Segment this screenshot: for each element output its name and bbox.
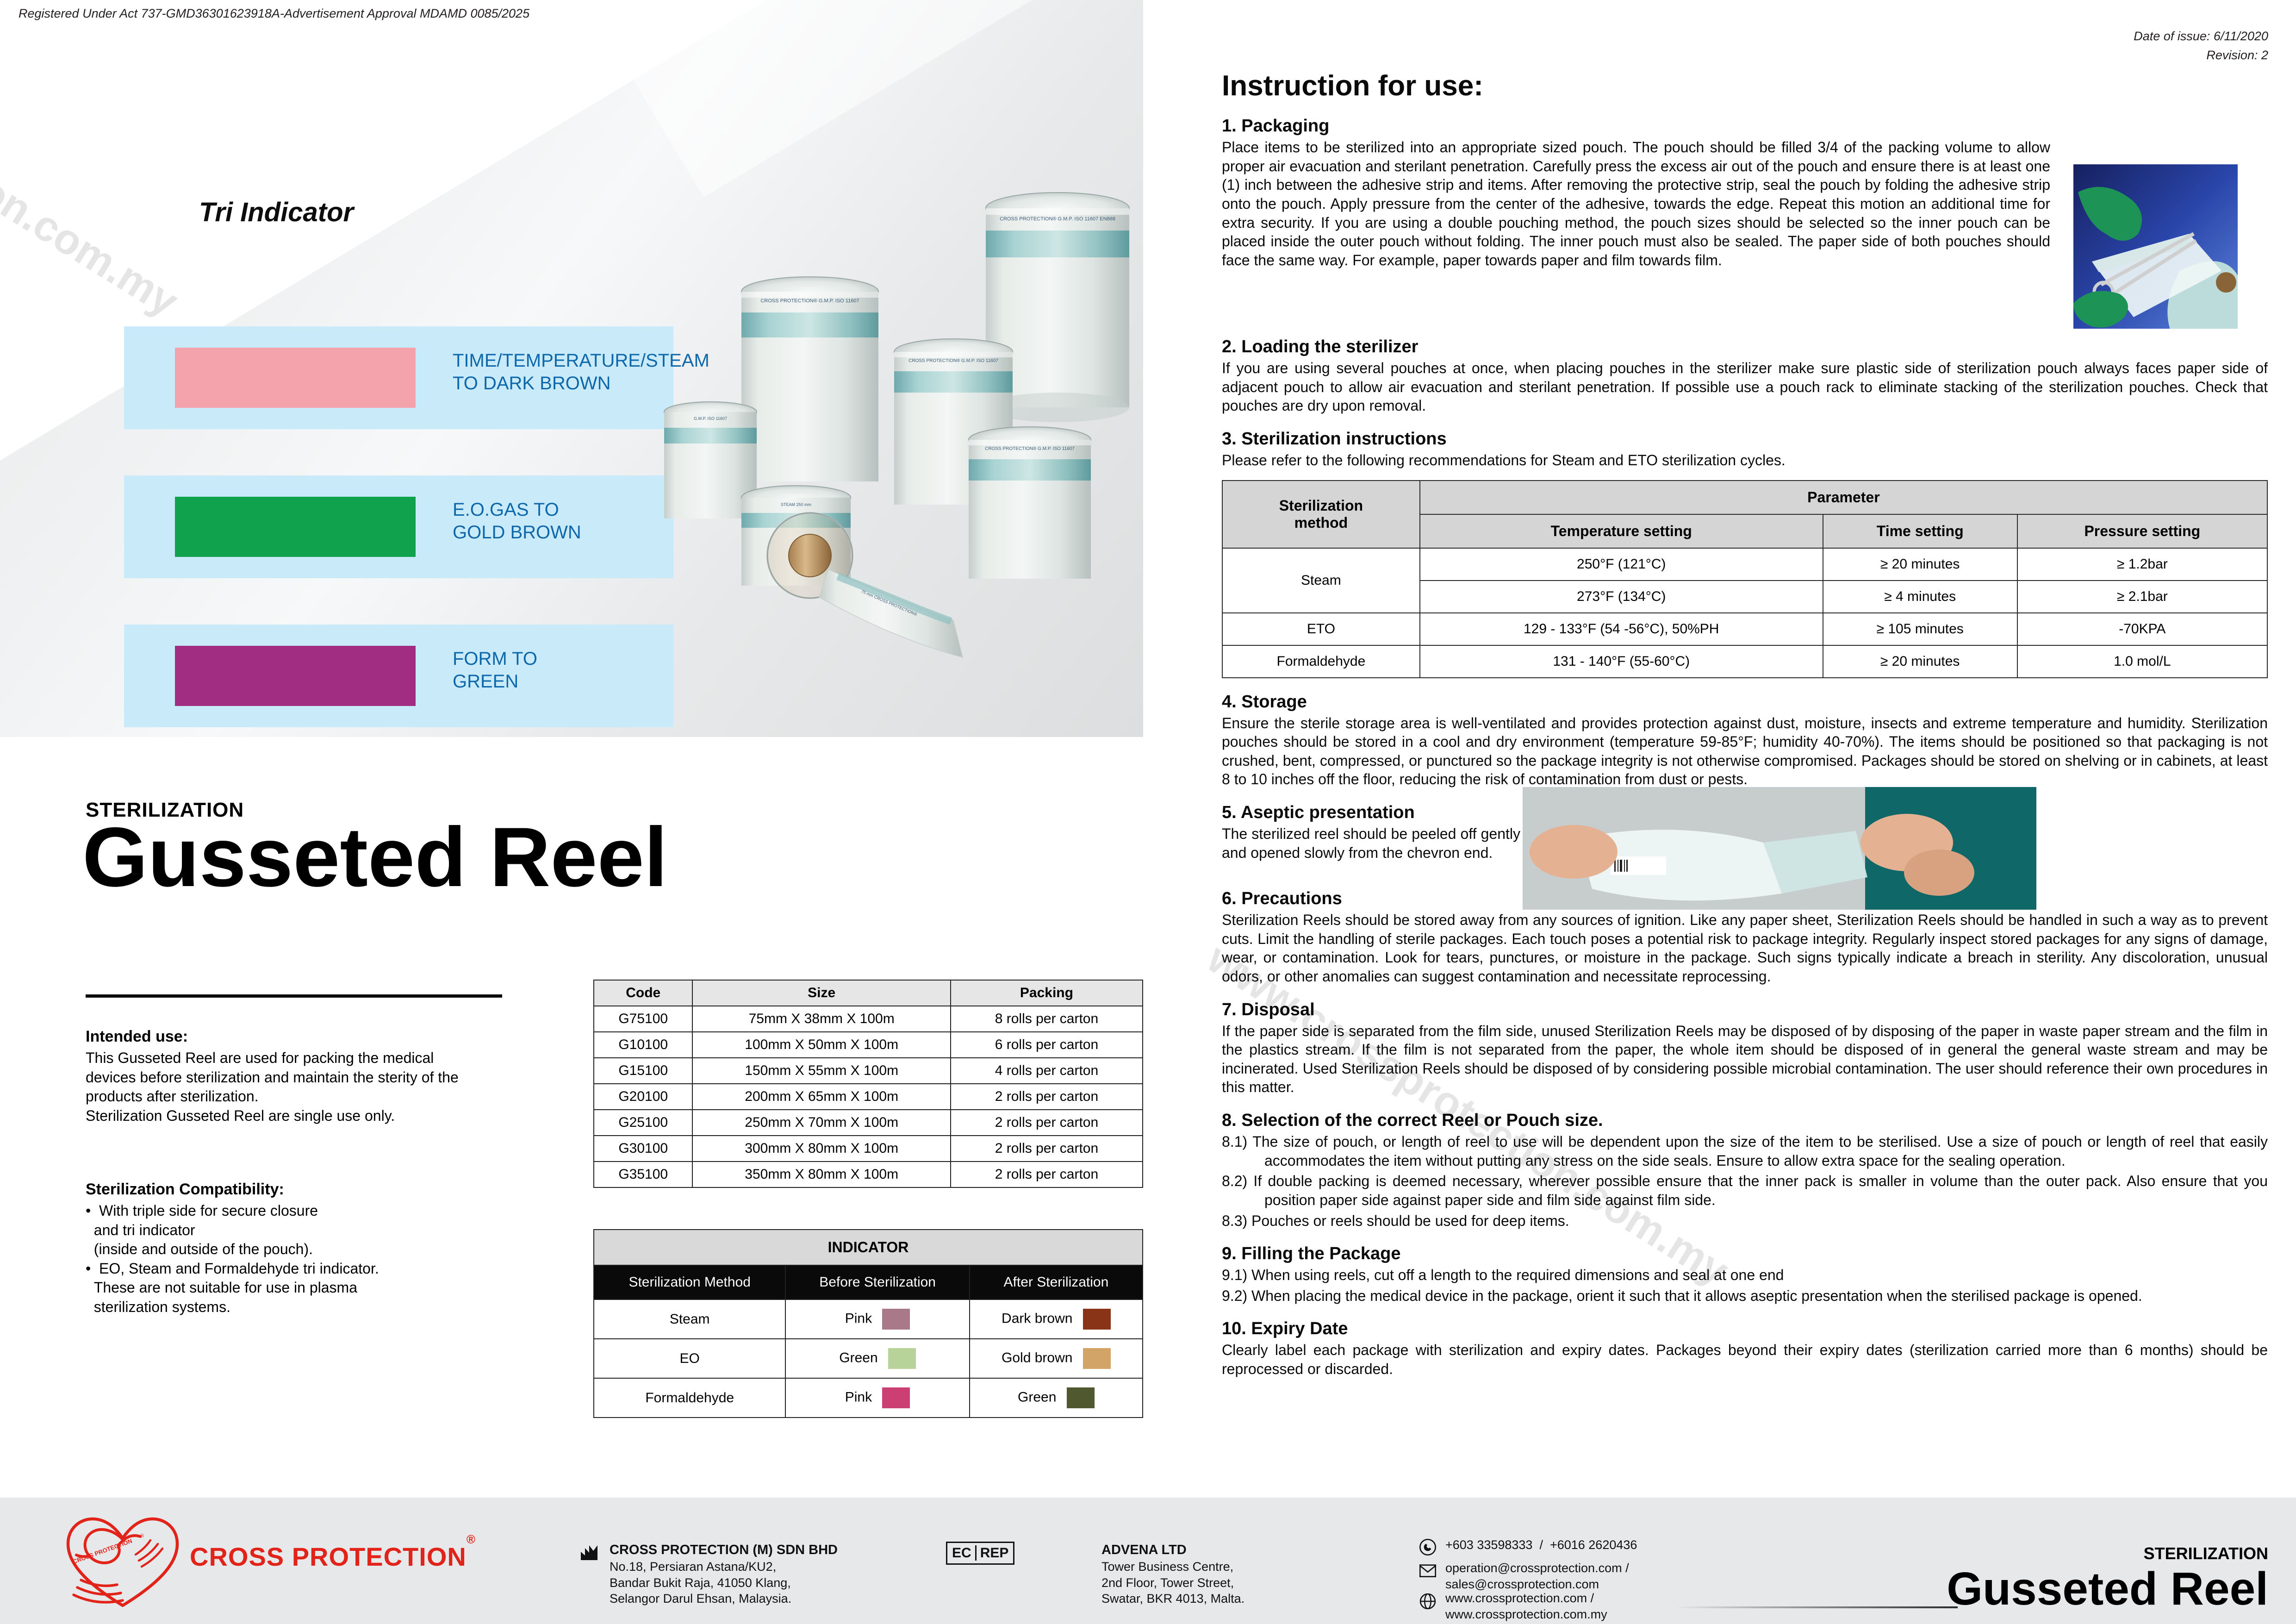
svg-text:CROSS PROTECTION® G.M.P. ISO: CROSS PROTECTION® G.M.P. ISO 11607 (908, 358, 998, 363)
svg-text:CROSS PROTECTION® G.M.P. IS: CROSS PROTECTION® G.M.P. ISO 11607 (760, 298, 859, 304)
svg-text:STEAM 250 mm: STEAM 250 mm (781, 502, 811, 507)
svg-text:®: ® (140, 1533, 144, 1539)
svg-text:G.M.P. ISO 11607: G.M.P. ISO 11607 (694, 416, 727, 421)
svg-text:CROSS PROTECTION® G.M.P. ISO: CROSS PROTECTION® G.M.P. ISO 11607 (985, 446, 1075, 451)
svg-text:CROSS PROTECTION: CROSS PROTECTION (72, 1537, 133, 1565)
svg-text:CROSS PROTECTION® G.M.P. ISO: CROSS PROTECTION® G.M.P. ISO 11607 EN868 (1000, 216, 1115, 222)
